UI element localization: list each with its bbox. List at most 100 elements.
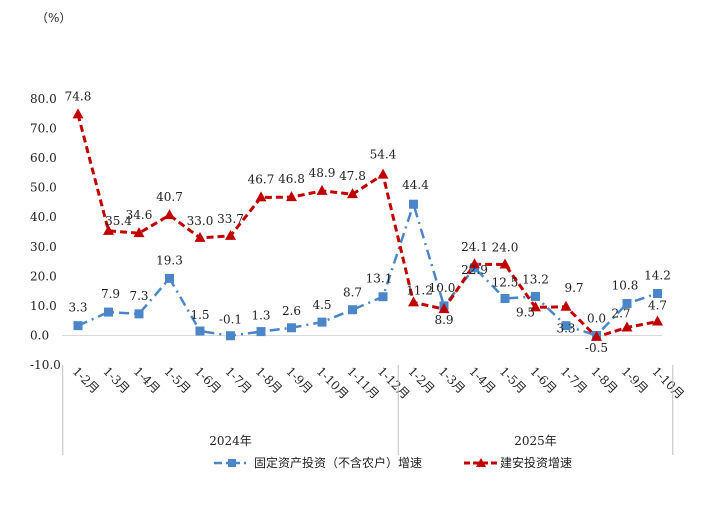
series-fixed-asset-line (77, 200, 658, 338)
fixed-asset-point (226, 331, 235, 341)
construction-point (560, 300, 572, 311)
construction-data-label: 54.4 (370, 148, 397, 162)
construction-data-label: 46.8 (278, 172, 305, 186)
x-tick-label: 1-9月 (283, 364, 315, 396)
construction-point (72, 108, 84, 119)
construction-point (255, 191, 267, 202)
y-tick-label: 70.0 (30, 122, 57, 136)
fixed-asset-point (195, 326, 205, 336)
construction-data-label: 74.8 (65, 89, 92, 103)
x-tick-label: 1-4月 (131, 364, 163, 396)
fixed-asset-data-label: 44.4 (402, 178, 429, 192)
construction-point (652, 315, 663, 326)
construction-point (469, 258, 480, 269)
fixed-asset-point (653, 288, 662, 298)
construction-data-label: 48.9 (309, 166, 336, 180)
fixed-asset-point (378, 292, 388, 302)
x-tick-label: 1-10月 (314, 364, 351, 401)
x-tick-label: 1-8月 (588, 364, 620, 396)
construction-point (621, 321, 633, 332)
fixed-asset-data-label: 3.3 (556, 322, 575, 336)
construction-point (164, 209, 175, 220)
y-tick-label: 0.0 (30, 328, 49, 342)
x-tick-label: 1-9月 (619, 364, 651, 396)
fixed-asset-data-label: 7.9 (101, 287, 120, 301)
x-tick-label: 1-10月 (649, 364, 686, 401)
x-tick-label: 1-4月 (466, 364, 498, 396)
construction-point (591, 330, 602, 341)
fixed-asset-point (256, 327, 266, 337)
construction-point (316, 184, 328, 195)
construction-point (530, 301, 541, 312)
fixed-asset-point (500, 294, 510, 303)
y-tick-label: 30.0 (30, 240, 57, 254)
x-tick-label: 1-5月 (497, 364, 529, 396)
legend-item-fixed-asset: 固定资产投资（不含农户）增速 (214, 455, 422, 470)
legend: 固定资产投资（不含农户）增速 建安投资增速 (214, 455, 572, 470)
series-layer (72, 108, 663, 341)
construction-point (499, 258, 511, 269)
construction-data-label: 2.7 (611, 306, 630, 320)
y-tick-label: -10.0 (30, 358, 61, 372)
y-tick-label: 80.0 (30, 92, 57, 106)
construction-point (408, 296, 419, 307)
construction-data-label: 9.5 (516, 305, 535, 319)
construction-point (347, 188, 358, 199)
legend-fixed-asset-label: 固定资产投资（不含农户）增速 (254, 455, 422, 470)
legend-construction-label: 建安投资增速 (500, 455, 572, 470)
fixed-asset-data-label: 3.3 (68, 301, 87, 315)
x-axis: 1-2月1-3月1-4月1-5月1-6月1-7月1-8月1-9月1-10月1-1… (62, 364, 687, 455)
construction-point (225, 229, 236, 240)
construction-data-label: 33.7 (217, 212, 244, 226)
x-tick-label: 1-6月 (192, 364, 224, 396)
construction-data-label: 35.4 (105, 214, 132, 228)
fixed-asset-point (409, 199, 418, 209)
fixed-asset-data-label: 1.5 (190, 308, 209, 322)
construction-point (194, 231, 206, 242)
fixed-asset-data-label: 14.2 (644, 268, 671, 282)
fixed-asset-point (165, 273, 174, 283)
x-tick-label: 1-8月 (253, 364, 285, 396)
fixed-asset-data-label: 4.5 (312, 298, 331, 312)
fixed-asset-point (531, 291, 540, 301)
year-group-label: 2024年 (209, 434, 252, 448)
fixed-asset-data-label: 8.7 (343, 286, 362, 300)
construction-data-label: 46.7 (248, 172, 275, 186)
x-tick-label: 1-11月 (344, 364, 381, 401)
fixed-asset-point (622, 299, 632, 309)
legend-item-construction: 建安投资增速 (464, 455, 572, 470)
x-tick-label: 1-7月 (558, 364, 590, 396)
construction-point (133, 227, 145, 238)
fixed-asset-point (348, 305, 357, 315)
construction-point (377, 168, 389, 179)
construction-data-label: 40.7 (156, 190, 183, 204)
fixed-asset-data-label: 19.3 (156, 253, 183, 267)
unit-label: （%） (36, 11, 71, 25)
legend-construction-marker (476, 458, 486, 467)
fixed-asset-data-label: -0.1 (219, 313, 242, 327)
fixed-asset-data-label: 7.3 (129, 289, 148, 303)
fixed-asset-point (134, 309, 144, 319)
fixed-asset-data-label: 13.1 (366, 272, 393, 286)
fixed-asset-point (561, 321, 571, 331)
fixed-asset-point (317, 317, 327, 327)
construction-point (438, 303, 450, 314)
fixed-asset-data-label: 0.0 (587, 311, 606, 325)
fixed-asset-data-label: 13.2 (522, 272, 549, 286)
construction-data-label: 8.9 (434, 313, 453, 327)
construction-data-label: 4.7 (648, 299, 667, 313)
x-tick-label: 1-7月 (222, 364, 254, 396)
fixed-asset-data-label: 12.5 (492, 276, 519, 290)
x-tick-label: 1-5月 (161, 364, 193, 396)
y-tick-label: 50.0 (30, 181, 57, 195)
fixed-asset-data-label: 10.0 (429, 281, 456, 295)
construction-data-label: 9.7 (564, 281, 583, 295)
data-labels: 3.3 7.9 7.3 19.3 1.5 -0.1 1.3 2.6 4.5 8.7 13.1 44.4… (65, 89, 671, 355)
y-tick-label: 10.0 (30, 299, 57, 313)
axes: 80.0 70.0 60.0 50.0 40.0 30.0 20.0 10.0 0.0 -10.0 (30, 92, 662, 372)
y-tick-label: 20.0 (30, 269, 57, 283)
x-tick-label: 1-2月 (70, 364, 102, 396)
construction-data-label: 24.0 (492, 241, 519, 255)
fixed-asset-data-label: 22.9 (461, 263, 488, 277)
